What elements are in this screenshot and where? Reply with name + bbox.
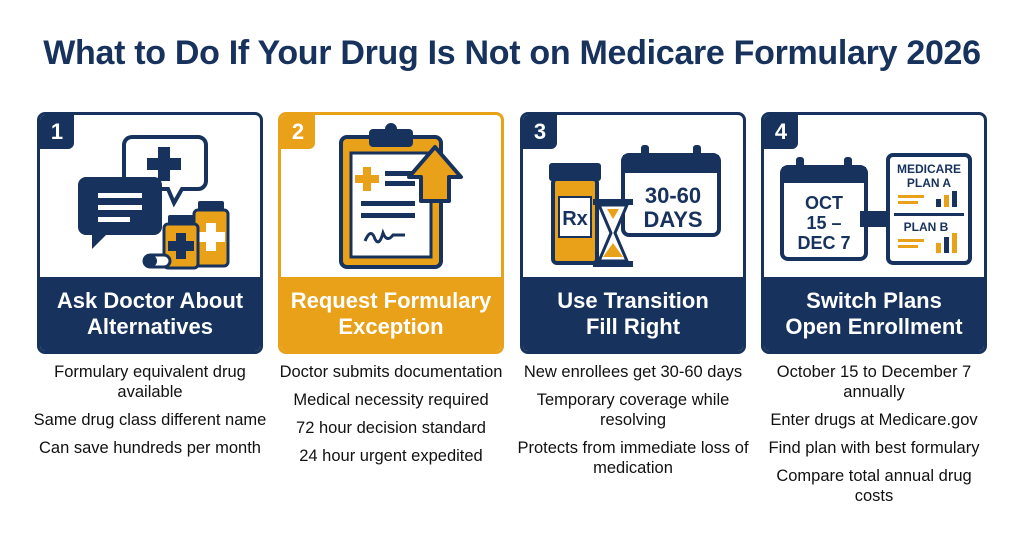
bullet: Can save hundreds per month [39,439,261,457]
step-heading: Ask Doctor About Alternatives [40,277,260,351]
step-heading-line2: Alternatives [87,314,213,339]
step-heading-line2: Open Enrollment [785,314,963,339]
step-card-2: 2 Request Formulary Exception [278,112,504,354]
step-3-bullets: New enrollees get 30-60 days Temporary c… [515,362,751,486]
calendar-line2: DAYS [643,207,702,232]
step-4-bullets: October 15 to December 7 annually Enter … [756,362,992,514]
bullet: Find plan with best formulary [768,439,980,457]
step-number: 4 [764,115,798,149]
plan-a-line1: MEDICARE [897,162,961,176]
bullet: Same drug class different name [33,411,267,429]
plan-a-line2: PLAN A [907,176,952,190]
clipboard-upload-icon [281,115,501,277]
step-1-bullets: Formulary equivalent drug available Same… [32,362,268,466]
calendar-line1: 30-60 [645,183,701,208]
bullet: Protects from immediate loss of medicati… [517,439,749,477]
chat-bubbles-pill-bottles-icon [40,115,260,277]
plan-b-label: PLAN B [904,220,949,234]
step-card-4: OCT 15 – DEC 7 MEDICARE PLAN A PLAN B 4 … [761,112,987,354]
step-card-1: 1 Ask Doctor About Alternatives [37,112,263,354]
step-heading: Switch Plans Open Enrollment [764,277,984,351]
calendar-line1: OCT [805,193,843,213]
step-heading: Request Formulary Exception [281,277,501,351]
step-heading-line2: Fill Right [585,314,681,339]
calendar-line3: DEC 7 [797,233,850,253]
rx-bottle-hourglass-calendar-icon: 30-60 DAYS Rx [523,115,743,277]
calendar-arrow-plan-compare-icon: OCT 15 – DEC 7 MEDICARE PLAN A PLAN B [764,115,984,277]
step-heading-line1: Switch Plans [806,288,942,313]
step-number: 3 [523,115,557,149]
bullet: Medical necessity required [293,391,489,409]
bullet: Formulary equivalent drug available [54,363,246,401]
bullet: New enrollees get 30-60 days [523,363,743,381]
step-2-bullets: Doctor submits documentation Medical nec… [273,362,509,474]
calendar-line2: 15 – [806,213,841,233]
step-number: 2 [281,115,315,149]
step-heading-line2: Exception [338,314,444,339]
bullet: Compare total annual drug costs [776,467,972,505]
page-title: What to Do If Your Drug Is Not on Medica… [43,34,981,72]
step-heading-line1: Request Formulary [290,288,492,313]
step-heading-line1: Ask Doctor About [56,288,244,313]
bullet: Enter drugs at Medicare.gov [770,411,978,429]
bullet: 72 hour decision standard [296,419,486,437]
bullet: October 15 to December 7 annually [776,363,972,401]
bullet: Temporary coverage while resolving [536,391,730,429]
rx-label: Rx [562,208,588,230]
step-heading: Use Transition Fill Right [523,277,743,351]
step-number: 1 [40,115,74,149]
bullet: 24 hour urgent expedited [299,447,483,465]
step-card-3: 30-60 DAYS Rx 3 Use Transition Fill Righ… [520,112,746,354]
step-heading-line1: Use Transition [557,288,709,313]
bullet: Doctor submits documentation [279,363,503,381]
